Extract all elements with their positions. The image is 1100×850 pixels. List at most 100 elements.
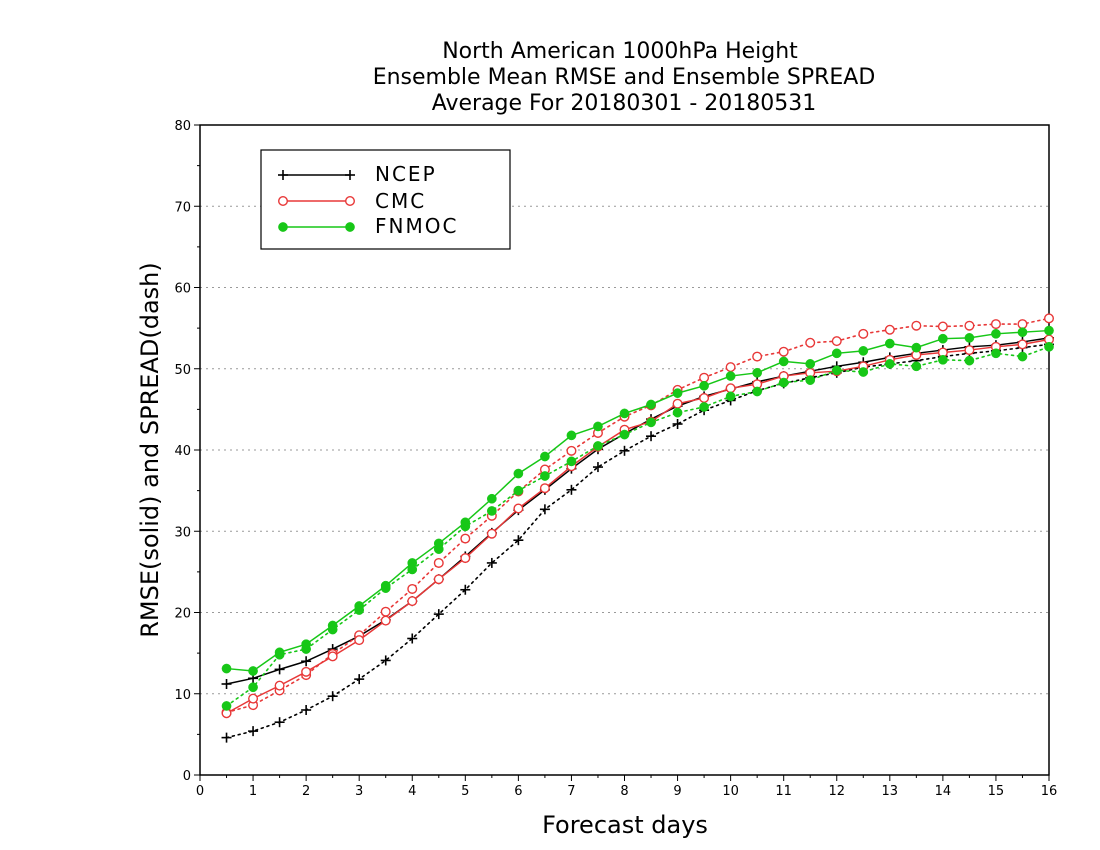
cmc-rmse-point xyxy=(513,503,524,514)
legend-marker-cmc xyxy=(278,195,289,206)
fnmoc-spread-point xyxy=(831,365,842,376)
y-tick-label: 10 xyxy=(174,688,191,703)
ncep-spread-point xyxy=(433,609,444,620)
fnmoc-spread-point xyxy=(752,386,763,397)
x-tick-label: 6 xyxy=(514,784,522,799)
fnmoc-rmse-point xyxy=(301,639,311,650)
x-tick-label: 15 xyxy=(988,784,1005,799)
ncep-spread-point xyxy=(672,419,683,429)
legend-marker-cmc xyxy=(345,195,356,206)
cmc-rmse-point xyxy=(354,635,365,646)
x-tick-label: 12 xyxy=(828,784,845,799)
legend-item-fnmoc xyxy=(278,222,355,232)
fnmoc-spread-point xyxy=(991,348,1001,359)
y-tick-label: 40 xyxy=(174,444,191,459)
fnmoc-rmse-point xyxy=(593,421,603,432)
cmc-spread-line xyxy=(225,317,1050,714)
cmc-rmse-point xyxy=(486,528,497,539)
fnmoc-rmse-point xyxy=(486,493,497,504)
legend-label-ncep: NCEP xyxy=(375,162,437,186)
fnmoc-rmse-point xyxy=(327,620,338,631)
cmc-spread-point xyxy=(460,533,471,544)
fnmoc-rmse-point xyxy=(646,399,656,410)
cmc-spread-point xyxy=(778,346,789,357)
ncep-spread-point xyxy=(380,655,391,666)
ncep-rmse-point xyxy=(221,679,232,689)
cmc-rmse-line xyxy=(226,338,1050,714)
ncep-rmse-point xyxy=(274,664,285,675)
fnmoc-rmse-point xyxy=(433,538,444,549)
ncep-rmse-point xyxy=(301,656,312,667)
fnmoc-spread-point xyxy=(858,367,869,377)
cmc-spread-point xyxy=(752,351,763,362)
chart-title: North American 1000hPa Height Ensemble M… xyxy=(373,39,876,116)
cmc-spread-point xyxy=(380,606,391,617)
fnmoc-rmse-point xyxy=(964,333,975,343)
fnmoc-rmse-point xyxy=(938,333,948,344)
fnmoc-rmse-point xyxy=(778,356,789,367)
fnmoc-rmse-point xyxy=(752,367,763,378)
fnmoc-rmse-point xyxy=(911,342,922,353)
x-tick-label: 5 xyxy=(461,784,469,799)
cmc-rmse-point xyxy=(539,483,550,494)
fnmoc-spread-point xyxy=(672,407,683,418)
fnmoc-spread-point xyxy=(486,506,497,516)
cmc-rmse-point xyxy=(327,651,338,662)
fnmoc-rmse-point xyxy=(672,388,683,398)
legend: NCEP CMC FNMOC xyxy=(260,149,511,250)
x-tick-label: 13 xyxy=(882,784,899,799)
y-tick-label: 70 xyxy=(174,200,191,215)
cmc-spread-point xyxy=(911,320,922,331)
fnmoc-rmse-point xyxy=(805,359,816,369)
fnmoc-spread-point xyxy=(699,402,709,412)
y-tick-label: 80 xyxy=(174,119,191,134)
fnmoc-rmse-point xyxy=(407,558,418,568)
cmc-rmse-point xyxy=(248,693,259,704)
fnmoc-rmse-point xyxy=(991,328,1001,339)
ncep-spread-point xyxy=(619,445,630,456)
legend-marker-ncep xyxy=(278,170,288,180)
fnmoc-spread-point xyxy=(248,682,258,693)
fnmoc-spread-point xyxy=(221,701,232,711)
fnmoc-rmse-point xyxy=(619,408,630,419)
cmc-spread-point xyxy=(1043,313,1054,324)
fnmoc-rmse-point xyxy=(248,666,258,676)
ncep-spread-point xyxy=(407,633,418,644)
fnmoc-rmse-point xyxy=(1017,327,1028,338)
series-layer xyxy=(221,313,1054,743)
axis-ticks: 0 1 2 3 4 5 6 7 8 9 10 11 12 13 14 15 160102030405060708… xyxy=(174,119,1057,799)
series-cmc xyxy=(221,313,1054,719)
legend-marker-ncep xyxy=(345,170,355,180)
title-line-2: Ensemble Mean RMSE and Ensemble SPREAD xyxy=(373,65,876,90)
cmc-rmse-point xyxy=(699,393,710,404)
fnmoc-spread-point xyxy=(1044,341,1054,352)
ncep-spread-point xyxy=(513,535,524,546)
cmc-spread-point xyxy=(1017,319,1028,330)
y-axis-label: RMSE(solid) and SPREAD(dash) xyxy=(136,262,164,638)
cmc-spread-point xyxy=(433,557,444,568)
cmc-spread-point xyxy=(990,319,1001,330)
legend-marker-fnmoc xyxy=(345,222,355,232)
cmc-rmse-point xyxy=(380,615,391,626)
ncep-spread-point xyxy=(221,732,232,743)
fnmoc-spread-point xyxy=(513,485,524,496)
cmc-spread-point xyxy=(884,324,895,335)
cmc-rmse-point xyxy=(407,596,418,607)
cmc-rmse-point xyxy=(725,383,736,394)
fnmoc-rmse-point xyxy=(831,348,842,359)
fnmoc-spread-point xyxy=(911,361,922,372)
x-tick-label: 0 xyxy=(196,784,204,799)
fnmoc-rmse-point xyxy=(354,601,365,611)
fnmoc-rmse-point xyxy=(380,580,391,591)
title-line-1: North American 1000hPa Height xyxy=(442,39,798,64)
cmc-spread-point xyxy=(964,320,975,331)
fnmoc-rmse-point xyxy=(725,371,736,381)
ncep-spread-point xyxy=(539,504,550,515)
cmc-spread-point xyxy=(831,336,842,347)
title-line-3: Average For 20180301 - 20180531 xyxy=(432,91,817,116)
cmc-spread-point xyxy=(725,362,736,373)
x-tick-label: 1 xyxy=(249,784,257,799)
fnmoc-rmse-point xyxy=(460,517,471,528)
cmc-rmse-point xyxy=(301,666,312,677)
